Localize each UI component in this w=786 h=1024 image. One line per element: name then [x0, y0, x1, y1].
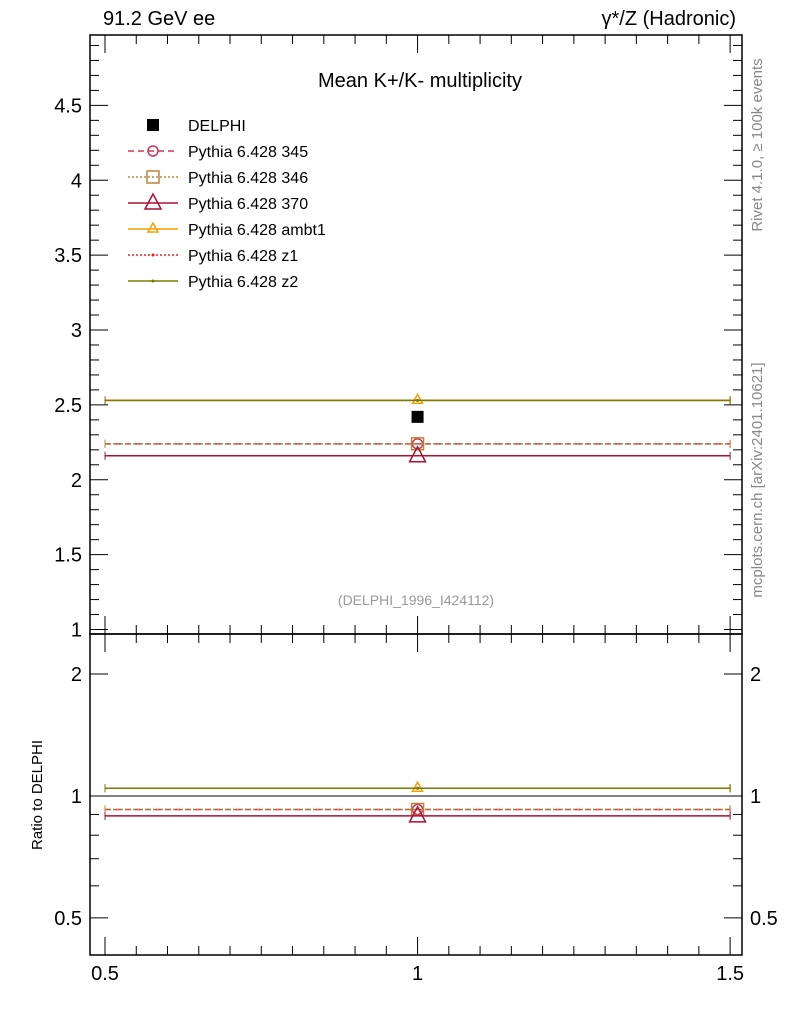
legend-label: Pythia 6.428 ambt1 [188, 222, 326, 239]
x-tick-label: 1 [412, 963, 423, 985]
y-tick-label: 2.5 [54, 395, 82, 417]
y-tick-label: 4.5 [54, 95, 82, 117]
ratio-y-tick-label: 0.5 [54, 908, 82, 930]
marker-triangle [411, 780, 424, 792]
y-tick-label: 4 [71, 170, 82, 192]
header-right: γ*/Z (Hadronic) [601, 8, 736, 30]
legend-label: Pythia 6.428 345 [188, 144, 308, 161]
marker-triangle [143, 192, 163, 210]
x-tick-label: 1.5 [716, 963, 744, 985]
marker-square [410, 437, 425, 451]
legend-label: Pythia 6.428 370 [188, 196, 308, 213]
marker-circle [147, 145, 159, 157]
legend-label: Pythia 6.428 z1 [188, 248, 298, 265]
ratio-ylabel: Ratio to DELPHI [29, 740, 46, 850]
marker-triangle [408, 805, 427, 823]
y-tick-label: 3.5 [54, 245, 82, 267]
ratio-y-tick-label-right: 0.5 [750, 908, 778, 930]
ratio-frame [89, 633, 743, 956]
marker-data-square [411, 410, 424, 423]
marker-square [146, 170, 160, 184]
legend-label: DELPHI [188, 118, 246, 135]
chart-title: Mean K+/K- multiplicity [318, 70, 522, 92]
legend-label: Pythia 6.428 z2 [188, 274, 298, 291]
header-left: 91.2 GeV ee [103, 8, 216, 30]
marker-dot [416, 786, 420, 790]
marker-triangle [408, 445, 427, 463]
ratio-y-tick-label: 2 [71, 664, 82, 686]
marker-triangle [411, 392, 424, 405]
x-tick-label: 0.5 [91, 963, 119, 985]
y-tick-label: 3 [71, 320, 82, 342]
analysis-label: (DELPHI_1996_I424112) [338, 592, 494, 608]
y-tick-label: 1 [71, 620, 82, 642]
marker-dot [151, 253, 155, 257]
side-label-bottom: mcplots.cern.ch [arXiv:2401.10621] [749, 362, 766, 597]
marker-dot [416, 398, 420, 402]
side-label-top: Rivet 4.1.0, ≥ 100k events [749, 58, 766, 231]
y-tick-label: 1.5 [54, 545, 82, 567]
legend-label: Pythia 6.428 346 [188, 170, 308, 187]
marker-data-square [147, 119, 159, 131]
ratio-y-tick-label-right: 1 [750, 786, 761, 808]
ratio-y-tick-label: 1 [71, 786, 82, 808]
y-tick-label: 2 [71, 470, 82, 492]
ratio-y-tick-label-right: 2 [750, 664, 761, 686]
marker-triangle [146, 221, 160, 233]
marker-dot [151, 279, 155, 283]
